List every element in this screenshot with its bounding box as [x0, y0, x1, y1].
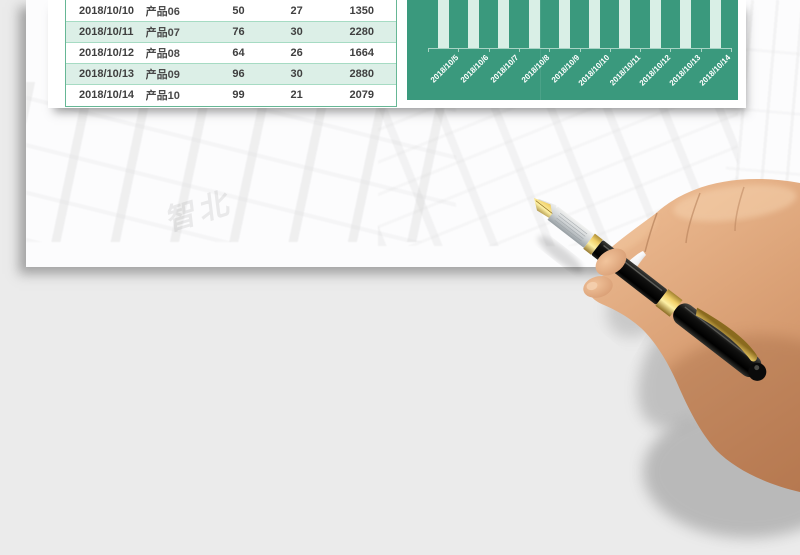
building-texture-left — [26, 82, 456, 242]
chart-bar — [467, 0, 479, 48]
table-row: 2018/10/14 产品10 99 21 2079 — [66, 84, 396, 105]
table-row: 2018/10/13 产品09 96 30 2880 — [66, 63, 396, 84]
table-cell: 27 — [290, 4, 303, 17]
chart-tick — [670, 48, 672, 52]
hand-shadow — [606, 262, 800, 538]
chart-bar — [437, 0, 449, 48]
chart-bar — [558, 0, 570, 48]
finger-gap-shadow — [636, 256, 700, 332]
table-row: 2018/10/12 产品08 64 26 1664 — [66, 42, 396, 63]
pen-center-band — [655, 289, 683, 317]
table-cell: 1664 — [349, 47, 374, 59]
table-cell: 30 — [290, 68, 303, 80]
pen-cap — [673, 303, 762, 378]
table-cell: 2880 — [349, 68, 374, 80]
table-cell: 产品08 — [145, 48, 180, 60]
chart-tick — [700, 48, 702, 52]
table-cell: 2079 — [349, 89, 374, 101]
chart-tick — [458, 48, 460, 52]
thumb-nail — [586, 281, 598, 291]
table-cell: 产品10 — [145, 90, 180, 102]
table-cell: 64 — [232, 47, 245, 59]
table-cell: 产品09 — [145, 69, 180, 81]
chart-tick — [549, 48, 551, 52]
chart-tick — [640, 48, 642, 52]
chart-tick — [488, 48, 490, 52]
table-row: 2018/10/10 产品06 50 27 1350 — [66, 0, 396, 21]
table-row: 2018/10/11 产品07 76 30 2280 — [66, 21, 396, 42]
poster-paper: 智北 2018/10/10 产品06 50 27 1350 2018/10/11 产品07 7… — [26, 0, 800, 267]
table-cell: 2018/10/10 — [79, 4, 135, 17]
pen-cap-jewel — [748, 362, 767, 381]
thumb-tip — [583, 276, 613, 298]
chart-bar — [649, 0, 661, 48]
sales-bar-chart: 2018/10/5 2018/10/6 2018/10/7 2018/10/8 2018… — [407, 0, 738, 100]
building-texture-middle — [378, 96, 738, 246]
chart-bar — [528, 0, 540, 48]
spreadsheet-snippet: 2018/10/10 产品06 50 27 1350 2018/10/11 产品07 76 30… — [48, 0, 746, 108]
table-cell: 2280 — [349, 26, 374, 38]
table-cell: 99 — [232, 89, 245, 101]
table-cell: 2018/10/11 — [79, 26, 134, 38]
table-cell: 2018/10/14 — [79, 89, 135, 101]
table-cell: 产品07 — [145, 27, 180, 39]
table-cell: 26 — [290, 47, 303, 59]
chart-tick — [518, 48, 520, 52]
table-cell: 2018/10/13 — [79, 68, 135, 80]
chart-tick — [609, 48, 611, 52]
chart-bar — [589, 0, 601, 48]
chart-bar — [498, 0, 510, 48]
chart-x-label: 2018/10/14 — [698, 53, 733, 88]
table-cell: 50 — [232, 4, 245, 17]
table-cell: 2018/10/12 — [79, 47, 135, 59]
table-cell: 产品06 — [145, 5, 180, 18]
pen-clip — [695, 307, 758, 362]
chart-tick — [579, 48, 581, 52]
chart-bar — [680, 0, 692, 48]
table-cell: 21 — [290, 89, 303, 101]
chart-bar — [619, 0, 631, 48]
table-cell: 30 — [290, 26, 303, 38]
data-table: 2018/10/10 产品06 50 27 1350 2018/10/11 产品07 76 30… — [65, 0, 397, 107]
chart-tick — [428, 48, 429, 52]
table-cell: 76 — [232, 26, 245, 38]
table-cell: 1350 — [349, 4, 374, 17]
chart-gridline — [540, 0, 541, 100]
table-cell: 96 — [232, 68, 245, 80]
chart-bar — [710, 0, 722, 48]
chart-tick — [731, 48, 732, 52]
